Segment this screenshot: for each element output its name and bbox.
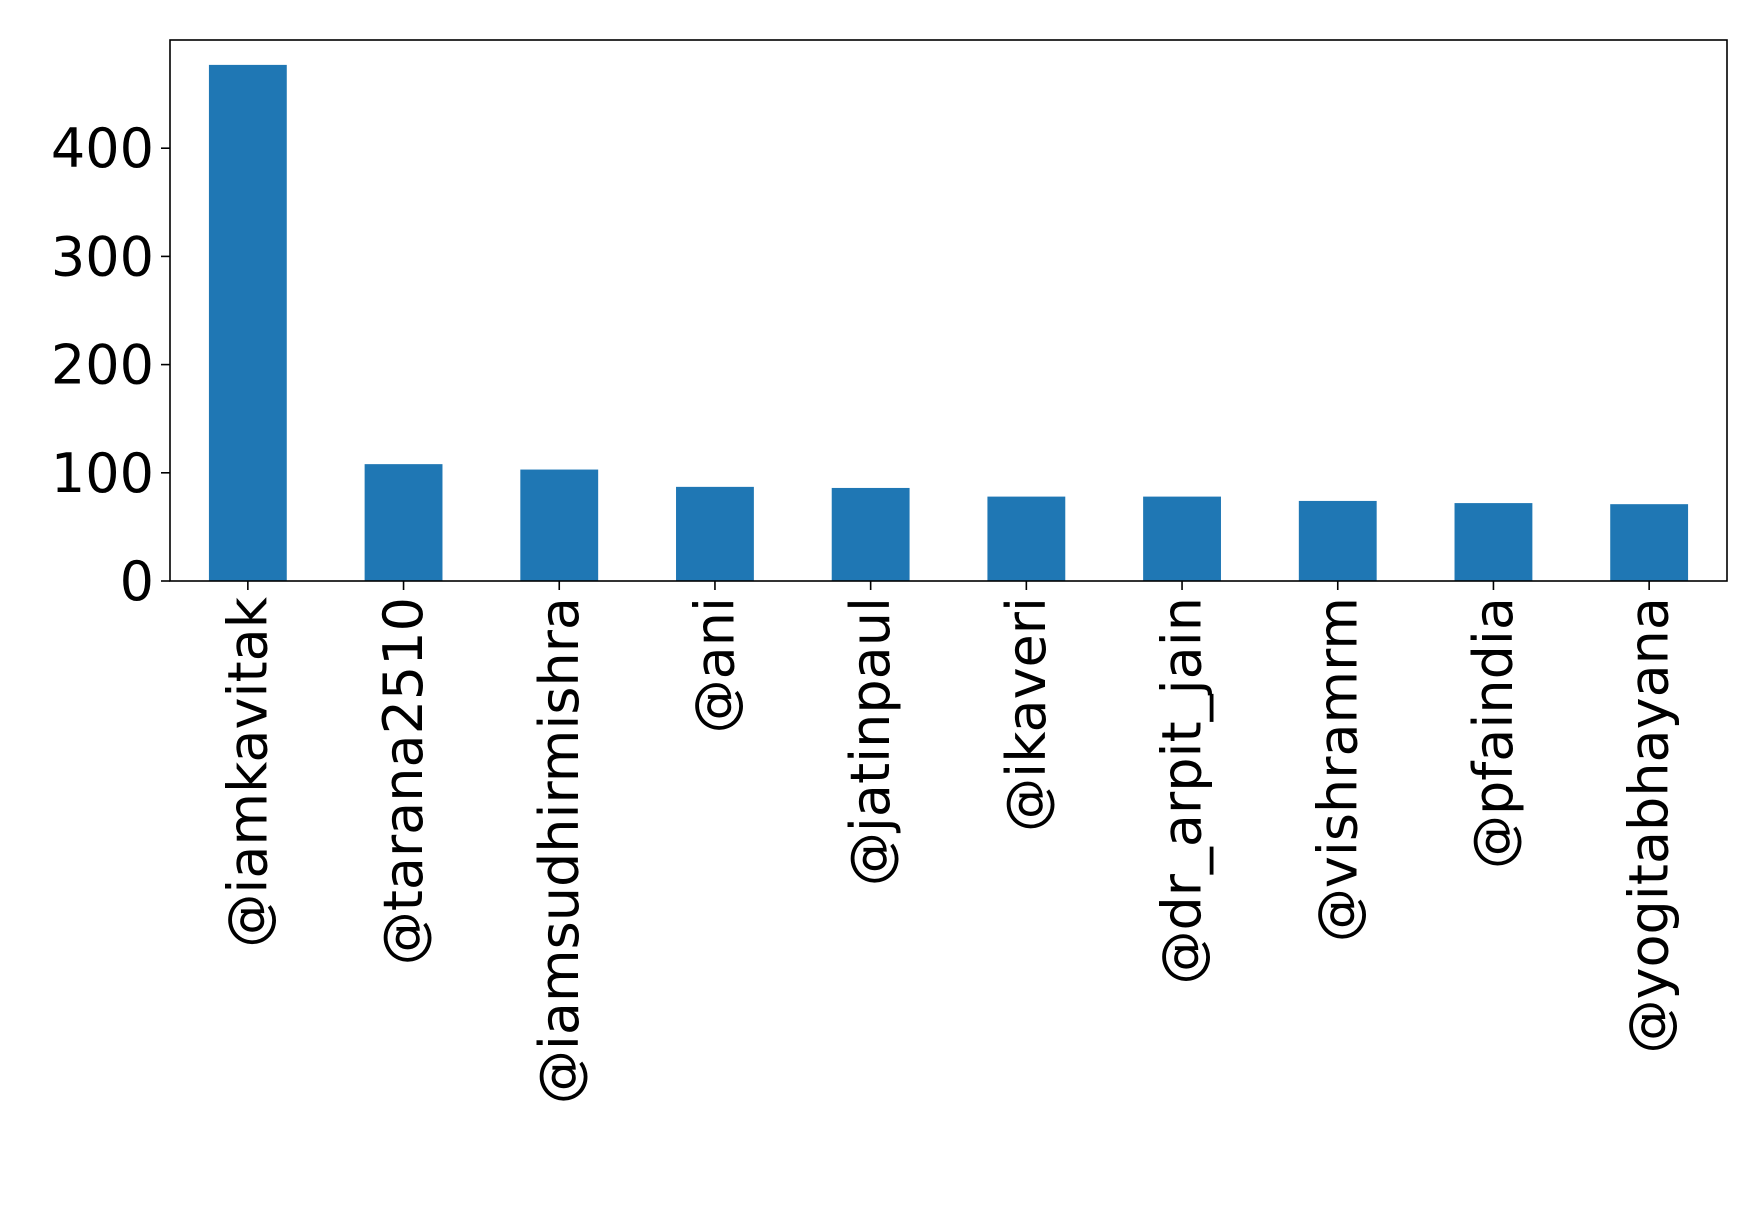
y-tick-label: 300 xyxy=(51,225,154,288)
y-axis: 0 100 200 300 400 xyxy=(51,117,170,613)
x-tick-label: @yogitabhayana xyxy=(1618,597,1681,1054)
y-tick-label: 100 xyxy=(51,442,154,505)
plot-area-frame xyxy=(169,39,1728,582)
bar-6 xyxy=(1143,496,1221,581)
bar-0 xyxy=(208,64,287,582)
x-tick-label: @vishramrm xyxy=(1306,597,1369,942)
y-tick-label: 200 xyxy=(51,334,154,397)
y-tick-label: 0 xyxy=(120,550,154,613)
bar-4 xyxy=(831,487,910,581)
bars-group xyxy=(208,64,1689,582)
x-tick-label: @iamkavitak xyxy=(216,596,279,947)
x-axis: @iamkavitak @tarana2510 @iamsudhirmishra @a… xyxy=(216,581,1681,1104)
x-tick-label: @jatinpaul xyxy=(839,597,902,886)
bar-9 xyxy=(1610,504,1689,581)
x-tick-label: @pfaindia xyxy=(1462,597,1525,869)
x-tick-label: @ikaveri xyxy=(995,597,1058,832)
x-tick-label: @dr_arpit_jain xyxy=(1151,597,1214,985)
bar-5 xyxy=(987,496,1066,581)
y-tick-label: 400 xyxy=(51,117,154,180)
x-tick-label: @tarana2510 xyxy=(372,597,435,965)
bar-1 xyxy=(364,464,443,581)
bar-3 xyxy=(676,486,754,581)
bar-8 xyxy=(1454,503,1533,581)
bar-2 xyxy=(520,469,599,581)
x-tick-label: @iamsudhirmishra xyxy=(528,597,591,1104)
bar-7 xyxy=(1298,500,1377,581)
x-tick-label: @ani xyxy=(683,597,746,733)
